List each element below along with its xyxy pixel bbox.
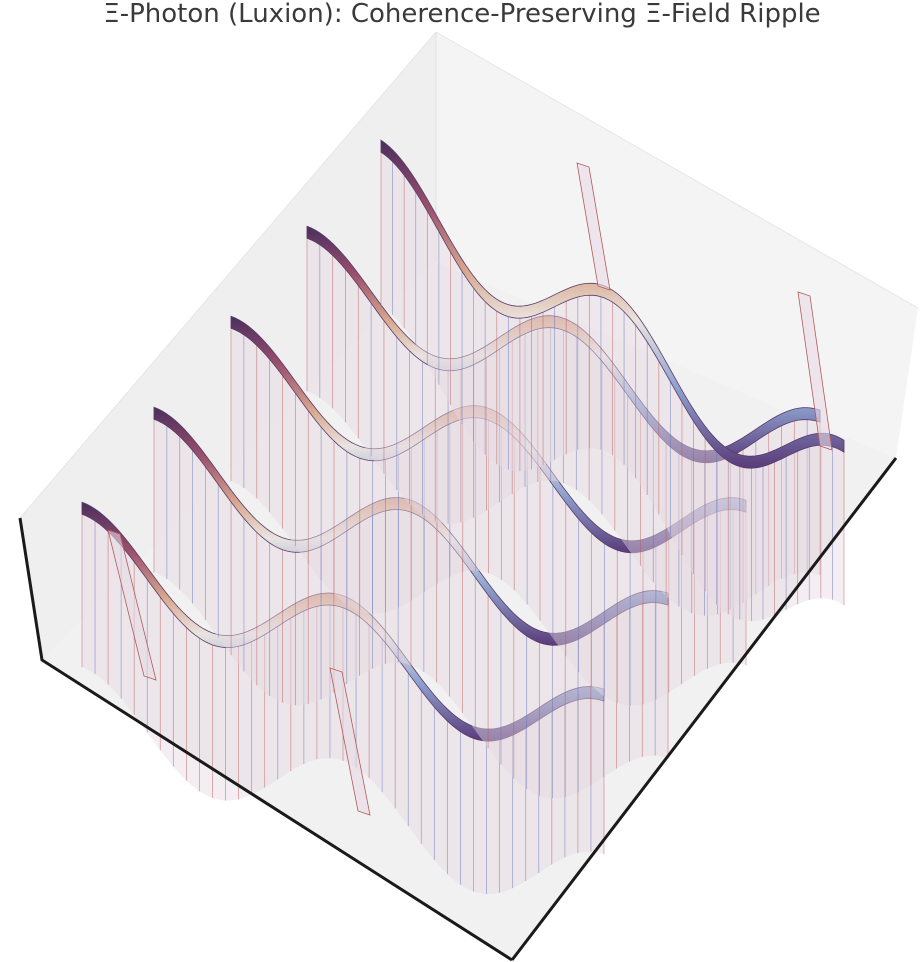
front-edge-left xyxy=(18,517,513,962)
ribbon-slab xyxy=(329,667,371,816)
ribbon-group xyxy=(81,139,845,895)
back-pane-left xyxy=(20,32,436,660)
pane-edge xyxy=(19,31,437,519)
chart-title: Ξ-Photon (Luxion): Coherence-Preserving … xyxy=(103,0,821,29)
pane-group xyxy=(19,31,919,960)
front-edge-right xyxy=(510,457,898,961)
ribbon xyxy=(230,315,747,706)
ribbon-surface xyxy=(380,139,845,469)
ribbon-slab xyxy=(797,291,833,451)
back-pane-right xyxy=(436,32,918,458)
pane-edge xyxy=(435,31,919,309)
ribbon xyxy=(306,225,821,616)
axis-edges xyxy=(18,457,898,962)
ribbon-surface xyxy=(230,315,747,554)
ribbon-surface xyxy=(153,406,669,646)
ribbon-slab xyxy=(107,529,157,681)
ribbon xyxy=(380,139,845,622)
ribbon-slab xyxy=(576,162,611,291)
floor-pane xyxy=(42,262,896,960)
